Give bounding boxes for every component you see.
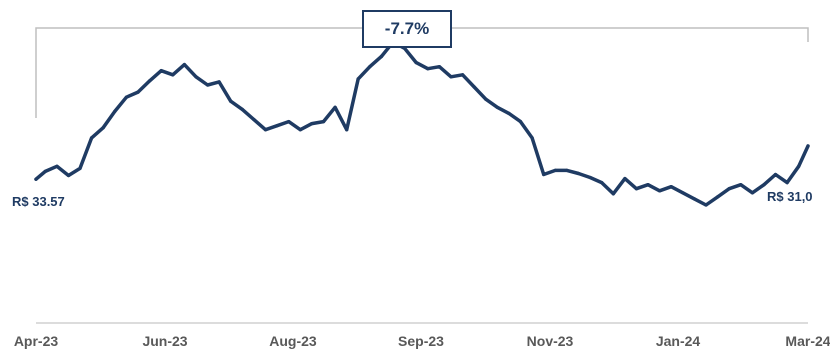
data-point — [240, 107, 244, 111]
data-point — [565, 168, 569, 172]
data-point — [576, 171, 581, 176]
data-point — [542, 172, 546, 177]
x-tick-label: Nov-23 — [526, 333, 574, 349]
data-point — [124, 95, 128, 99]
data-point — [692, 197, 697, 201]
data-point — [461, 73, 465, 77]
end-price-label: R$ 31,0 — [767, 189, 813, 204]
x-tick-label: Jun-23 — [142, 333, 188, 349]
data-point — [310, 122, 314, 126]
data-point — [217, 80, 221, 84]
data-point — [90, 136, 94, 140]
x-tick-label: Apr-23 — [13, 333, 59, 349]
data-point — [773, 172, 778, 177]
data-point — [426, 67, 430, 71]
data-point — [472, 85, 476, 89]
data-point — [368, 65, 372, 69]
data-point — [449, 75, 453, 79]
x-tick-label: Jan-24 — [655, 333, 701, 349]
data-point — [101, 126, 105, 130]
x-tick-label: Mar-24 — [785, 333, 830, 349]
change-bracket — [35, 27, 809, 118]
x-tick-label: Sep-23 — [398, 333, 444, 349]
data-point — [43, 169, 47, 173]
data-point — [484, 97, 488, 101]
data-point — [275, 124, 279, 128]
data-point — [750, 191, 755, 195]
data-point — [194, 75, 198, 79]
data-point — [797, 164, 801, 168]
data-point — [495, 105, 499, 109]
data-point — [252, 118, 256, 122]
data-point — [55, 164, 59, 168]
data-point — [229, 99, 233, 103]
data-point — [658, 189, 662, 193]
data-point — [356, 77, 360, 81]
x-tick-label: Aug-23 — [269, 333, 317, 349]
data-point — [507, 111, 511, 115]
data-point — [681, 191, 685, 195]
data-point — [263, 128, 268, 132]
data-point — [379, 54, 383, 59]
data-point — [762, 183, 766, 187]
data-point — [66, 173, 71, 178]
data-point — [716, 195, 720, 199]
data-point — [437, 65, 441, 69]
data-point — [600, 181, 604, 185]
data-point — [148, 79, 152, 83]
data-point — [634, 187, 639, 191]
start-price-label: R$ 33.57 — [12, 194, 65, 209]
price-series-line — [34, 40, 810, 207]
data-point — [785, 181, 789, 185]
data-point — [518, 120, 523, 124]
data-point — [806, 144, 810, 148]
data-point — [159, 69, 163, 73]
data-point — [287, 120, 291, 124]
data-point — [333, 105, 337, 109]
data-point — [321, 120, 326, 124]
data-point — [611, 192, 615, 196]
data-point — [206, 83, 210, 87]
data-point — [588, 175, 592, 180]
data-point — [113, 109, 117, 113]
data-point — [182, 63, 186, 67]
data-point — [171, 73, 175, 77]
data-point — [414, 61, 418, 65]
change-badge: -7.7% — [362, 10, 452, 48]
data-point — [553, 168, 557, 172]
data-point — [345, 128, 349, 132]
data-point — [530, 136, 534, 140]
data-point — [646, 183, 650, 187]
data-point — [34, 177, 38, 181]
data-point — [704, 203, 708, 207]
data-point — [78, 166, 82, 170]
data-point — [136, 90, 140, 94]
data-point — [669, 185, 673, 189]
data-point — [623, 177, 627, 181]
data-point — [727, 187, 731, 191]
data-point — [739, 183, 743, 187]
data-point — [298, 128, 302, 132]
